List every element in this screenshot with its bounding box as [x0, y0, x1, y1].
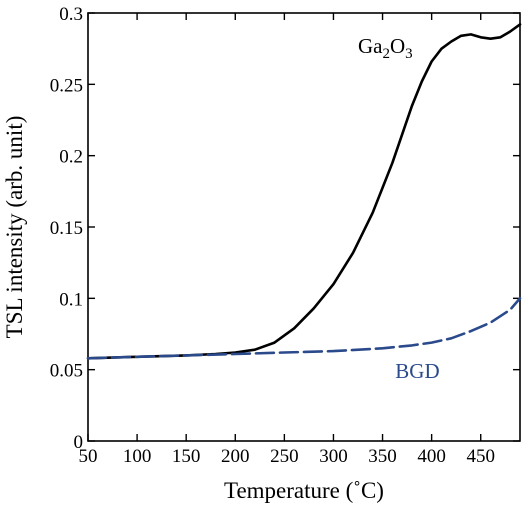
x-tick-label-50: 50 [79, 446, 98, 467]
x-tick-label-350: 350 [368, 446, 397, 467]
series-layer [86, 23, 522, 360]
annotation-bgd: BGD [395, 359, 439, 383]
plot-frame [87, 12, 521, 442]
x-axis-title: Temperature (˚C) [224, 478, 384, 503]
y-axis-ticks: 0 0.05 0.1 0.15 0.2 0.25 0.3 [50, 4, 520, 453]
x-tick-label-200: 200 [221, 446, 250, 467]
y-axis-title: TSL intensity (arb. unit) [2, 116, 27, 339]
x-tick-label-250: 250 [270, 446, 299, 467]
y-tick-label-0.25: 0.25 [50, 75, 83, 96]
y-tick-label-0: 0 [74, 432, 84, 453]
y-tick-label-0.3: 0.3 [59, 4, 83, 25]
annotation-ga2o3: Ga2O3 [358, 34, 413, 62]
x-tick-label-100: 100 [123, 446, 152, 467]
series-line-bgd [86, 296, 522, 360]
x-tick-label-300: 300 [319, 446, 348, 467]
y-tick-label-0.05: 0.05 [50, 361, 83, 382]
y-tick-label-0.15: 0.15 [50, 218, 83, 239]
y-tick-label-0.2: 0.2 [59, 147, 83, 168]
x-tick-label-450: 450 [466, 446, 495, 467]
x-tick-label-400: 400 [417, 446, 446, 467]
series-line-ga2o3 [86, 23, 522, 360]
x-tick-label-150: 150 [172, 446, 201, 467]
x-axis-ticks: 50 100 150 200 250 300 350 400 450 [79, 13, 495, 467]
y-tick-label-0.1: 0.1 [59, 289, 83, 310]
